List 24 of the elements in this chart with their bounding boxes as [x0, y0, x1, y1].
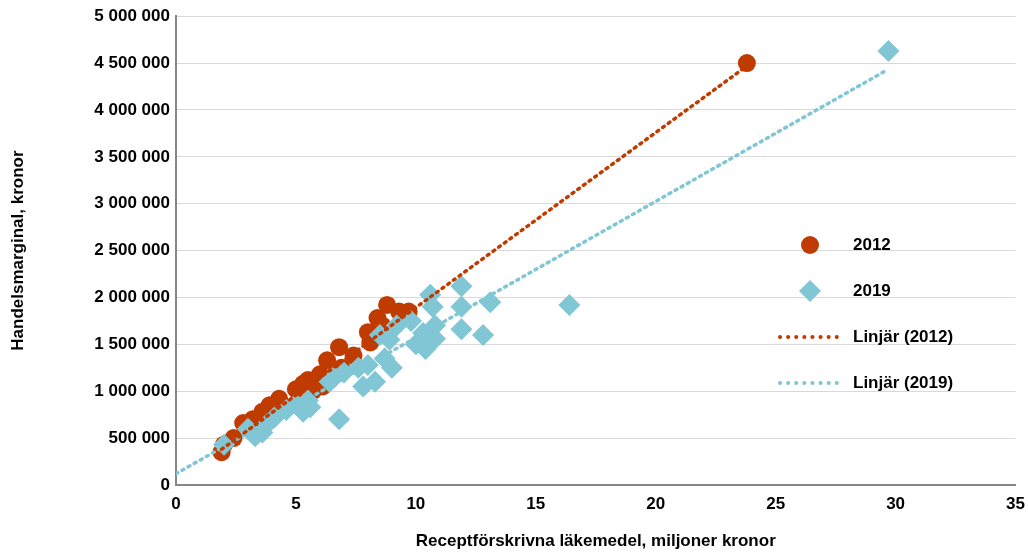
x-tick-label: 25 [766, 493, 786, 513]
y-tick-label: 2 000 000 [94, 287, 170, 307]
y-tick-label: 4 500 000 [94, 52, 170, 72]
y-tick-label: 500 000 [108, 427, 170, 447]
x-tick-label: 5 [291, 493, 301, 513]
y-tick-label: 3 000 000 [94, 193, 170, 213]
y-tick-label: 2 500 000 [94, 240, 170, 260]
x-tick-label: 30 [886, 493, 906, 513]
y-tick-label: 0 [160, 474, 170, 494]
x-axis-title: Receptförskrivna läkemedel, miljoner kronor [415, 531, 777, 551]
legend-label: Linjär (2012) [853, 327, 954, 347]
y-tick-label: 4 000 000 [94, 99, 170, 119]
y-tick-label: 1 500 000 [94, 334, 170, 354]
y-tick-label: 5 000 000 [94, 5, 170, 25]
y-axis-title: Handelsmarginal, kronor [7, 150, 27, 351]
legend-label: 2019 [853, 281, 891, 301]
x-tick-label: 15 [526, 493, 546, 513]
x-tick-label: 20 [646, 493, 666, 513]
legend-label: Linjär (2019) [853, 373, 954, 393]
x-tick-label: 10 [406, 493, 426, 513]
y-tick-label: 3 500 000 [94, 146, 170, 166]
y-tick-label: 1 000 000 [94, 380, 170, 400]
x-tick-label: 35 [1006, 493, 1026, 513]
legend-label: 2012 [853, 235, 891, 255]
